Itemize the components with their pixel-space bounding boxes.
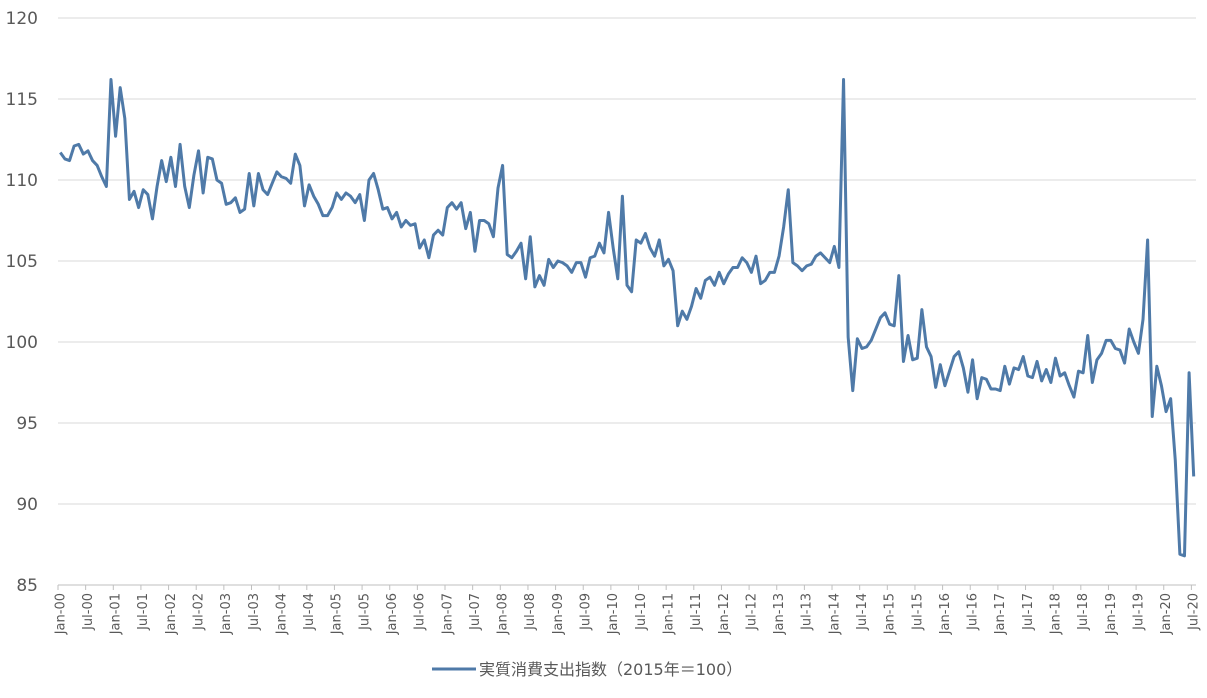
x-tick-label: Jul-09 [579,593,594,631]
x-tick-label: Jan-13 [772,593,787,635]
x-tick-label: Jan-08 [496,593,511,635]
x-tick-label: Jul-12 [744,593,759,631]
x-tick-label: Jan-15 [883,593,898,635]
y-axis-tick-labels: 85 90 95 100 105 110 115 120 [6,9,38,596]
y-tick-label: 85 [16,576,38,596]
legend-label: 実質消費支出指数（2015年＝100） [479,660,742,679]
x-tick-label: Jul-03 [247,593,262,631]
series-lines [59,78,1196,558]
x-tick-label: Jul-04 [302,593,317,631]
y-tick-label: 115 [6,90,38,110]
x-tick-label: Jan-17 [993,593,1008,635]
x-tick-label: Jan-06 [385,593,400,635]
x-tick-label: Jan-10 [606,593,621,635]
x-tick-label: Jan-07 [440,593,455,635]
x-tick-label: Jan-09 [551,593,566,635]
x-tick-label: Jul-13 [800,593,815,631]
x-tick-label: Jan-03 [219,593,234,635]
x-tick-label: Jul-20 [1187,593,1202,631]
x-tick-label: Jan-19 [1104,593,1119,635]
x-tick-label: Jul-07 [468,593,483,631]
x-tick-label: Jan-01 [109,593,124,635]
x-tick-label: Jul-01 [136,593,151,631]
x-tick-label: Jul-05 [357,593,372,631]
x-tick-label: Jul-00 [81,593,96,631]
x-tick-label: Jul-10 [634,593,649,631]
x-tick-label: Jan-02 [164,593,179,635]
x-tick-label: Jan-05 [330,593,345,635]
y-tick-label: 110 [6,171,38,191]
x-tick-label: Jul-08 [523,593,538,631]
x-tick-label: Jul-17 [1021,593,1036,631]
x-tick-label: Jan-20 [1159,593,1174,635]
x-tick-label: Jan-18 [1048,593,1063,635]
x-tick-label: Jan-00 [53,593,68,635]
x-tick-label: Jul-16 [966,593,981,631]
x-tick-label: Jul-02 [192,593,207,631]
y-tick-label: 100 [6,333,38,353]
y-tick-label: 105 [6,252,38,272]
x-tick-label: Jul-06 [413,593,428,631]
legend: 実質消費支出指数（2015年＝100） [432,660,742,679]
x-axis [57,584,1196,590]
y-tick-label: 120 [6,9,38,29]
x-tick-label: Jan-12 [717,593,732,635]
y-tick-label: 90 [16,495,38,515]
series-line [59,78,1196,558]
x-axis-tick-labels: Jan-00 Jul-00 Jan-01 Jul-01 Jan-02 Jul-02 Jan-… [53,593,1201,635]
x-tick-label: Jul-11 [689,593,704,631]
x-tick-label: Jul-19 [1131,593,1146,631]
x-tick-label: Jan-04 [274,593,289,635]
x-tick-label: Jul-14 [855,593,870,631]
x-tick-label: Jan-14 [827,593,842,635]
x-tick-label: Jul-18 [1076,593,1091,631]
x-tick-label: Jan-16 [938,593,953,635]
x-tick-label: Jan-11 [661,593,676,635]
y-tick-label: 95 [16,414,38,434]
x-tick-label: Jul-15 [910,593,925,631]
